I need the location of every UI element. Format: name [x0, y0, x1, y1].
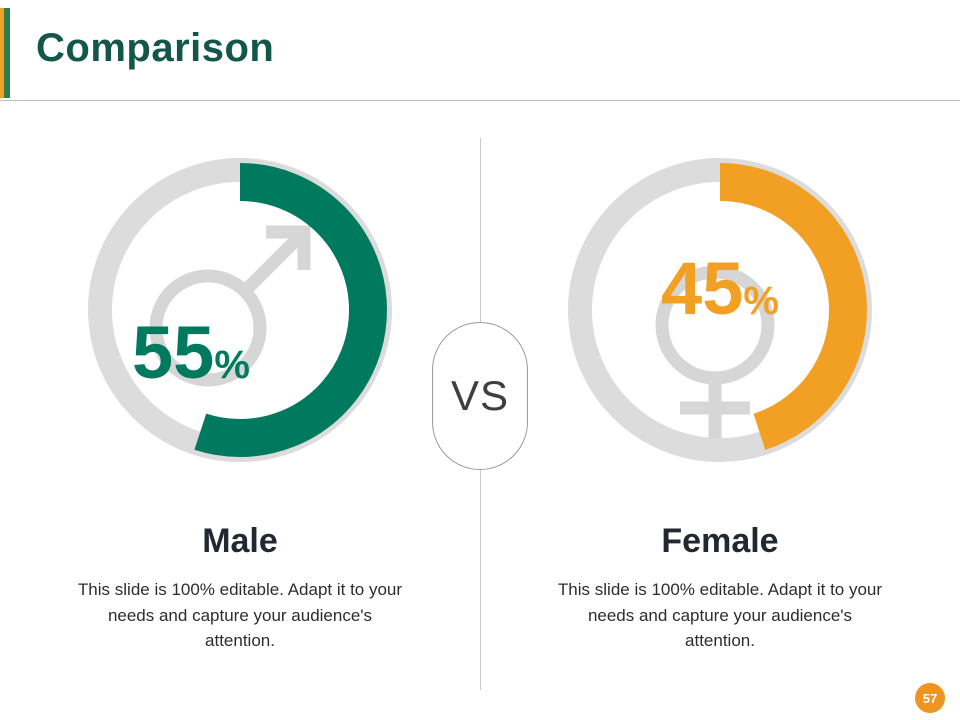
male-gauge-chart: 55% [70, 140, 410, 480]
male-percent-sign: % [214, 343, 250, 387]
vs-badge: VS [432, 322, 528, 470]
female-gender-icon [655, 265, 775, 438]
header-accent-stripes [0, 8, 10, 98]
female-gauge-arc [573, 163, 867, 457]
female-panel: 45% Female This slide is 100% editable. … [520, 140, 920, 654]
male-percent-value: 55% [132, 316, 250, 390]
male-label: Male [202, 522, 278, 560]
male-description: This slide is 100% editable. Adapt it to… [77, 580, 403, 650]
male-gauge-svg [88, 158, 392, 462]
female-percent-number: 45 [661, 247, 744, 330]
green-stripe [4, 8, 10, 98]
female-percent-value: 45% [550, 252, 890, 326]
vs-label: VS [450, 372, 510, 419]
female-label: Female [661, 522, 779, 560]
female-gauge-chart: 45% [550, 140, 890, 480]
page-number-badge: 57 [915, 683, 945, 713]
page-number: 57 [922, 690, 938, 706]
header-divider [0, 100, 960, 101]
female-gauge-svg [568, 158, 872, 462]
male-percent-number: 55 [132, 311, 215, 394]
male-panel: 55% Male This slide is 100% editable. Ad… [40, 140, 440, 654]
page-title: Comparison [36, 26, 275, 70]
female-percent-sign: % [743, 279, 779, 323]
orange-stripe [0, 8, 4, 98]
male-gender-icon [149, 225, 311, 387]
female-description: This slide is 100% editable. Adapt it to… [557, 580, 883, 650]
male-gauge-arc [93, 163, 387, 457]
